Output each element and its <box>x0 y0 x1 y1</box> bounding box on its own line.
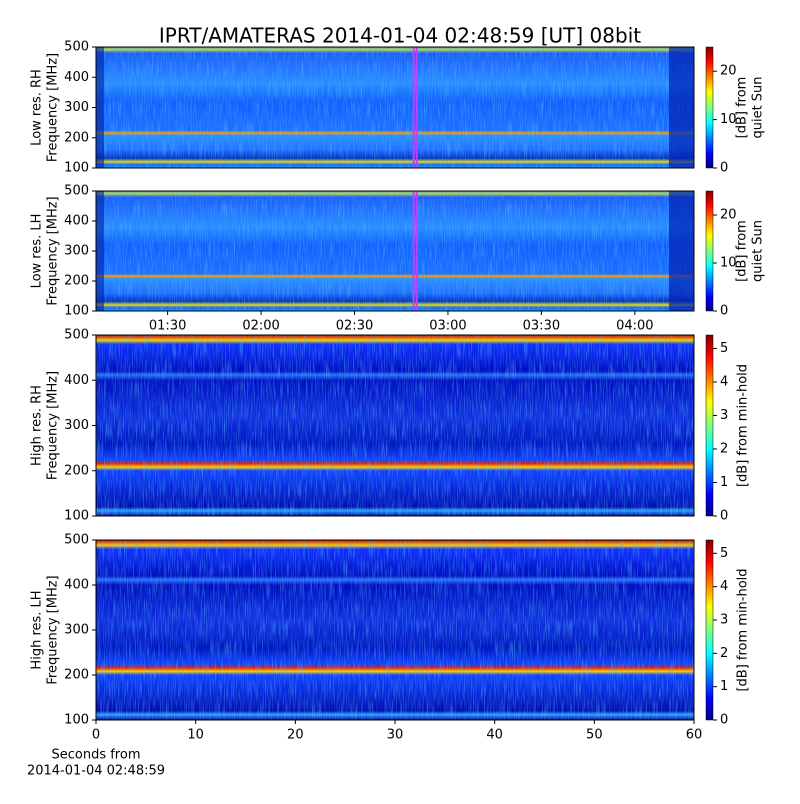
colorbar-label: [dB] from min-hold <box>736 568 751 691</box>
x-axis-label: Seconds from <box>51 748 140 763</box>
edge-block <box>96 191 104 311</box>
colorbar-tick-label: 5 <box>720 341 728 356</box>
x-tick-label: 02:00 <box>242 319 279 334</box>
x-tick-label: 40 <box>486 728 503 743</box>
y-tick-label: 200 <box>64 130 89 145</box>
colorbar-tick-label: 20 <box>720 64 737 79</box>
y-tick-label: 200 <box>64 274 89 289</box>
y-tick-label: 500 <box>64 40 89 55</box>
y-axis-label: High res. RH <box>30 385 45 466</box>
colorbar-tick-label: 0 <box>720 304 728 319</box>
colorbar-tick-label: 3 <box>720 613 728 628</box>
y-tick-label: 300 <box>64 623 89 638</box>
colorbar <box>705 46 714 169</box>
y-axis-label: Frequency [MHz] <box>46 575 61 684</box>
x-tick-label: 60 <box>686 728 703 743</box>
colorbar-tick-label: 4 <box>720 579 728 594</box>
x-tick-label: 10 <box>187 728 204 743</box>
colorbar-tick-label: 0 <box>720 509 728 524</box>
colorbar-label: [dB] from <box>735 220 750 282</box>
x-tick-label: 20 <box>287 728 304 743</box>
y-axis-label: High res. LH <box>30 590 45 669</box>
colorbar-tick-label: 20 <box>720 208 737 223</box>
colorbar-tick-label: 3 <box>720 408 728 423</box>
x-tick-label: 02:30 <box>336 319 373 334</box>
y-tick-label: 100 <box>64 713 89 728</box>
y-tick-label: 500 <box>64 184 89 199</box>
colorbar <box>705 539 714 721</box>
x-tick-label: 50 <box>586 728 603 743</box>
y-axis-label: Low res. LH <box>30 214 45 289</box>
y-tick-label: 100 <box>64 161 89 176</box>
y-tick-label: 300 <box>64 244 89 259</box>
y-tick-label: 300 <box>64 418 89 433</box>
y-tick-label: 400 <box>64 70 89 85</box>
edge-block <box>669 47 694 168</box>
colorbar-tick-label: 4 <box>720 374 728 389</box>
colorbar-tick-label: 2 <box>720 646 728 661</box>
colorbar-tick-label: 2 <box>720 441 728 456</box>
y-tick-label: 200 <box>64 463 89 478</box>
y-tick-label: 400 <box>64 578 89 593</box>
y-tick-label: 100 <box>64 509 89 524</box>
colorbar-tick-label: 1 <box>720 679 728 694</box>
x-tick-label: 0 <box>92 728 100 743</box>
spectrogram-texture <box>96 540 694 720</box>
y-axis-label: Frequency [MHz] <box>46 53 61 162</box>
y-tick-label: 500 <box>64 328 89 343</box>
colorbar-tick-label: 1 <box>720 475 728 490</box>
y-tick-label: 400 <box>64 373 89 388</box>
edge-block <box>96 47 104 168</box>
y-tick-label: 500 <box>64 533 89 548</box>
figure-title: IPRT/AMATERAS 2014-01-04 02:48:59 [UT] 0… <box>159 24 641 48</box>
colorbar-tick-label: 10 <box>720 112 737 127</box>
y-tick-label: 300 <box>64 100 89 115</box>
colorbar-tick-label: 0 <box>720 713 728 728</box>
y-axis-label: Frequency [MHz] <box>46 196 61 305</box>
x-tick-label: 04:00 <box>616 319 653 334</box>
y-tick-label: 400 <box>64 214 89 229</box>
colorbar-label: quiet Sun <box>751 76 766 138</box>
colorbar-tick-label: 10 <box>720 256 737 271</box>
y-tick-label: 100 <box>64 304 89 319</box>
colorbar <box>705 334 714 517</box>
x-tick-label: 01:30 <box>149 319 186 334</box>
x-tick-label: 03:30 <box>523 319 560 334</box>
y-axis-label: Frequency [MHz] <box>46 371 61 480</box>
y-tick-label: 200 <box>64 668 89 683</box>
y-axis-label: Low res. RH <box>30 69 45 146</box>
colorbar-label: [dB] from <box>735 77 750 139</box>
colorbar-tick-label: 5 <box>720 546 728 561</box>
x-tick-label: 03:00 <box>429 319 466 334</box>
colorbar-label: [dB] from min-hold <box>736 364 751 487</box>
spectrogram-texture <box>96 47 694 168</box>
x-tick-label: 30 <box>387 728 404 743</box>
colorbar-label: quiet Sun <box>751 220 766 282</box>
spectrogram-texture <box>96 335 694 516</box>
x-axis-label: 2014-01-04 02:48:59 <box>27 764 165 779</box>
colorbar <box>705 190 714 312</box>
colorbar-tick-label: 0 <box>720 161 728 176</box>
edge-block <box>669 191 694 311</box>
spectrogram-texture <box>96 191 694 311</box>
